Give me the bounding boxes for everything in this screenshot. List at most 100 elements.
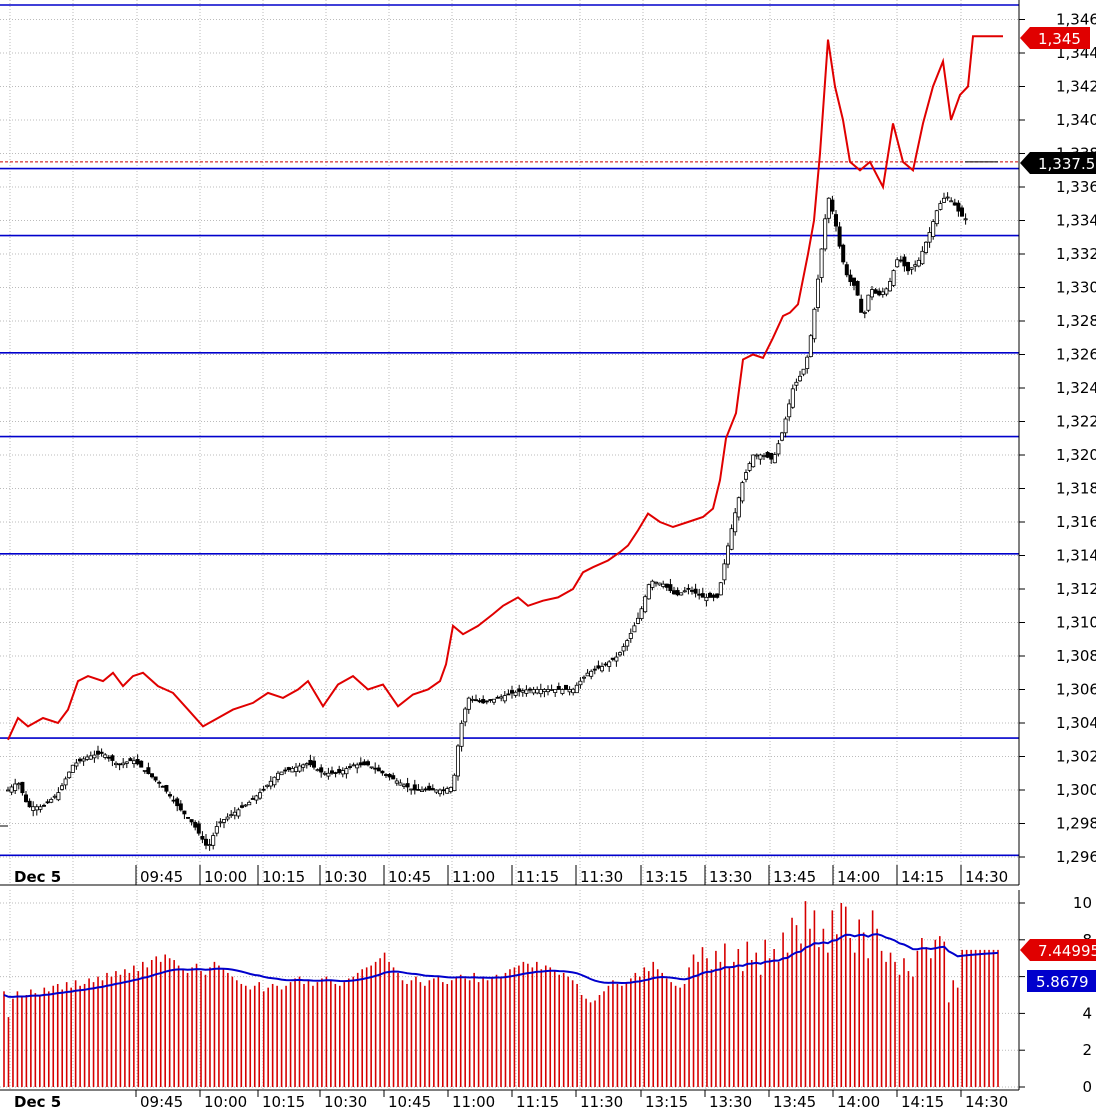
candle-body: [646, 584, 651, 600]
candle-body: [427, 785, 432, 791]
candle-body: [607, 661, 612, 667]
candle-body: [924, 241, 929, 253]
candle-body: [311, 760, 316, 768]
candle-body: [268, 780, 273, 787]
candle-body: [913, 264, 918, 267]
y-tick-label: 1,328: [1056, 312, 1096, 330]
candle-body: [42, 804, 47, 807]
candle-body: [247, 801, 252, 806]
candle-body: [491, 698, 496, 703]
candle-body: [762, 455, 767, 457]
candle-body: [304, 763, 309, 766]
candle-body: [81, 758, 86, 762]
candle-body: [279, 771, 284, 776]
y-tick-label: 1,312: [1056, 580, 1096, 598]
x-tick-label: 10:30: [324, 868, 367, 886]
candle-body: [200, 835, 205, 840]
candle-body: [254, 795, 259, 801]
candle-body: [934, 210, 939, 225]
x-tick-label: 10:30: [324, 1093, 367, 1108]
candle-body: [852, 277, 857, 286]
x-tick-label: 11:15: [516, 868, 559, 886]
candle-body: [898, 259, 903, 262]
candle-body: [870, 289, 875, 298]
x-tick-label: 14:30: [965, 1093, 1008, 1108]
volume-bars: [3, 901, 999, 1087]
candle-body: [819, 248, 824, 278]
candle-body: [844, 264, 849, 276]
candle-body: [171, 799, 176, 802]
x-tick-label: 13:30: [709, 1093, 752, 1108]
candle-body: [711, 594, 716, 598]
y-tick-label: 2: [1082, 1041, 1092, 1059]
y-tick-label: 10: [1073, 894, 1092, 912]
x-tick-label: 14:30: [965, 868, 1008, 886]
candle-body: [643, 596, 648, 613]
candle-body: [488, 699, 493, 701]
y-tick-label: 1,308: [1056, 647, 1096, 665]
candle-body: [135, 759, 140, 765]
candle-body: [963, 218, 968, 221]
x-tick-label: 13:45: [773, 1093, 816, 1108]
candle-body: [337, 768, 342, 773]
candle-body: [758, 454, 763, 460]
y-tick-label: 1,346: [1056, 11, 1096, 29]
candle-body: [409, 788, 414, 791]
candle-body: [502, 695, 507, 702]
candle-body: [524, 689, 529, 694]
x-tick-label: 10:00: [204, 868, 247, 886]
candle-body: [949, 200, 954, 203]
candle-body: [801, 368, 806, 375]
candle-body: [78, 758, 83, 762]
y-tick-label: 1,326: [1056, 346, 1096, 364]
candle-body: [582, 676, 587, 679]
y-tick-label: 1,314: [1056, 547, 1096, 565]
candle-body: [906, 262, 911, 272]
candle-body: [902, 256, 907, 267]
candle-body: [380, 770, 385, 774]
y-tick-label: 0: [1082, 1078, 1092, 1096]
candle-body: [718, 582, 723, 596]
average-last-value: 5.8679: [1036, 973, 1089, 991]
candle-body: [405, 783, 410, 788]
candle-body: [668, 584, 673, 592]
x-tick-label: 10:45: [388, 868, 431, 886]
candle-body: [812, 308, 817, 340]
candle-body: [956, 202, 961, 212]
x-tick-label: 10:15: [262, 868, 305, 886]
candle-body: [661, 583, 666, 587]
candle-body: [257, 792, 262, 799]
candle-body: [445, 788, 450, 794]
x-tick-label: 13:15: [645, 868, 688, 886]
candle-body: [740, 482, 745, 502]
candle-body: [103, 754, 108, 758]
candle-body: [88, 755, 93, 760]
candle-body: [45, 801, 50, 804]
candle-body: [520, 690, 525, 693]
candle-body: [729, 528, 734, 550]
candle-body: [448, 786, 453, 792]
candle-body: [376, 767, 381, 772]
candle-body: [315, 769, 320, 772]
candle-body: [106, 756, 111, 759]
candle-body: [221, 819, 226, 823]
x-tick-label: 11:00: [452, 868, 495, 886]
candle-body: [308, 759, 313, 766]
candle-body: [139, 760, 144, 768]
candle-body: [614, 656, 619, 662]
candle-body: [884, 288, 889, 295]
candle-body: [837, 226, 842, 247]
candle-body: [744, 472, 749, 480]
x-tick-label: 10:15: [262, 1093, 305, 1108]
candle-body: [383, 774, 388, 776]
candle-body: [726, 545, 731, 565]
candle-body: [9, 786, 14, 793]
y-tick-label: 1,316: [1056, 513, 1096, 531]
candle-body: [596, 665, 601, 669]
candle-body: [528, 688, 533, 691]
y-tick-label: 4: [1082, 1004, 1092, 1022]
candle-body: [358, 762, 363, 766]
candle-body: [121, 762, 126, 766]
candle-body: [470, 698, 475, 701]
